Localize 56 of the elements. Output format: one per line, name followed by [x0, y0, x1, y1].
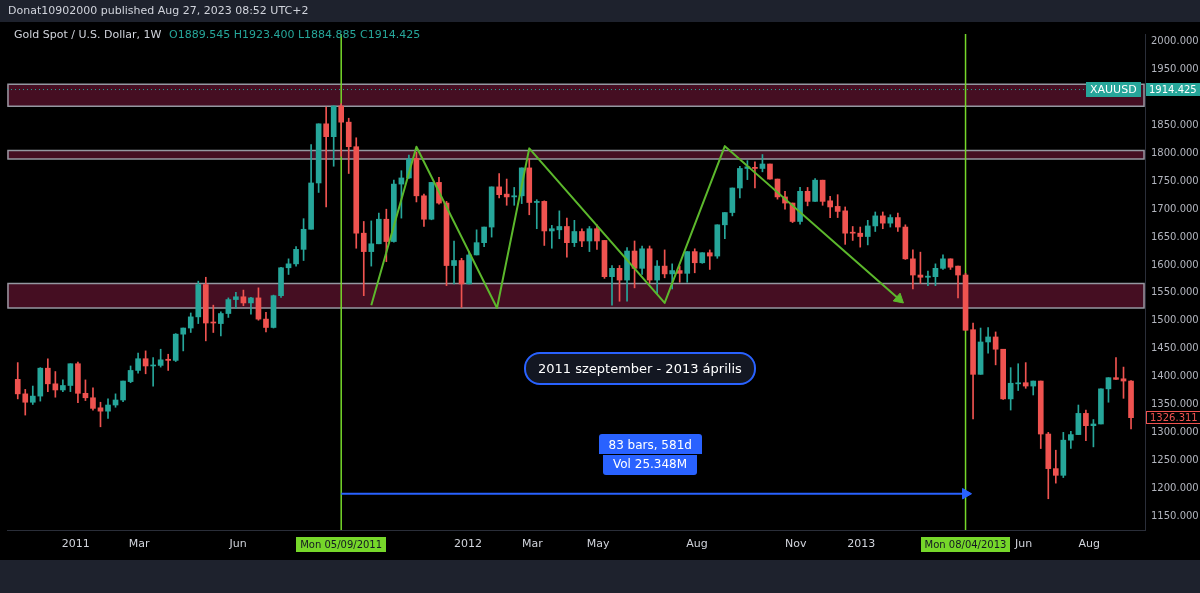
- x-tick-label: 2011: [61, 537, 90, 551]
- text: Donat10902000 published Aug 27, 2023 08:52 UTC+2: [8, 4, 309, 17]
- y-tick-label: 1150.000: [1151, 509, 1199, 521]
- candlestick: [165, 353, 172, 371]
- candlestick: [925, 270, 931, 286]
- x-tick-label: Mar: [522, 537, 544, 551]
- y-tick-label: 1700.000: [1151, 202, 1199, 214]
- x-tick-label: Mar: [128, 537, 151, 551]
- x-tick-label: May: [586, 537, 610, 551]
- chart-title: Gold Spot / U.S. Dollar, 1W: [14, 28, 162, 41]
- chart-subtitle: O1889.545 H1923.400 L1884.885 C1914.425: [169, 28, 421, 41]
- candlestick: [368, 220, 375, 267]
- candlestick: [548, 225, 555, 249]
- candlestick: [503, 178, 510, 206]
- x-tick-label: Aug: [686, 537, 708, 551]
- candlestick: [451, 240, 457, 285]
- annotation: 2011 szeptember - 2013 április: [524, 352, 756, 385]
- candlestick: [323, 106, 329, 208]
- y-tick-label: 1200.000: [1151, 481, 1199, 493]
- y-tick-label: 1250.000: [1151, 453, 1199, 465]
- annotation: 83 bars, 581d: [598, 434, 702, 454]
- y-tick-label: 2000.000: [1151, 35, 1199, 47]
- candlestick: [985, 327, 991, 354]
- y-tick-label: 1300.000: [1151, 425, 1199, 437]
- y-tick-label: 1400.000: [1151, 370, 1199, 382]
- x-tick-label: 2012: [454, 537, 482, 551]
- y-tick-label: 1550.000: [1151, 286, 1199, 298]
- ref-line-label: XAUUSD: [1086, 82, 1141, 98]
- y-tick-label: 1850.000: [1151, 119, 1199, 131]
- x-tick-label: Aug: [1078, 537, 1100, 551]
- y-tick-label: 1500.000: [1151, 314, 1199, 326]
- candlestick: [360, 221, 367, 296]
- x-tick-label: 2013: [847, 537, 876, 551]
- candlestick: [1113, 357, 1119, 380]
- candlestick: [752, 161, 758, 189]
- x-tick-label: Jun: [228, 537, 247, 551]
- y-tick-label: 1450.000: [1151, 342, 1199, 354]
- annotation: 1326.311: [1146, 411, 1200, 425]
- candlestick: [533, 199, 540, 230]
- candlestick: [1022, 362, 1029, 389]
- text: 1914.425: [1146, 83, 1200, 97]
- y-tick-label: 1350.000: [1151, 398, 1199, 410]
- y-tick-label: 1650.000: [1151, 230, 1199, 242]
- y-tick-label: 1600.000: [1151, 258, 1199, 270]
- ref-line-label: Mon 05/09/2011: [296, 537, 387, 552]
- y-tick-label: 1800.000: [1151, 146, 1199, 158]
- annotation: Vol 25.348M: [603, 455, 698, 475]
- candlestick: [233, 291, 239, 309]
- x-tick-label: Nov: [785, 537, 807, 551]
- ref-line-label: Mon 08/04/2013: [920, 537, 1011, 552]
- y-tick-label: 1750.000: [1151, 174, 1199, 186]
- y-tick-label: 1950.000: [1151, 63, 1199, 75]
- candlestick: [511, 187, 518, 206]
- x-tick-label: Jun: [1013, 537, 1033, 551]
- candlestick: [609, 265, 615, 306]
- candlestick: [706, 249, 713, 270]
